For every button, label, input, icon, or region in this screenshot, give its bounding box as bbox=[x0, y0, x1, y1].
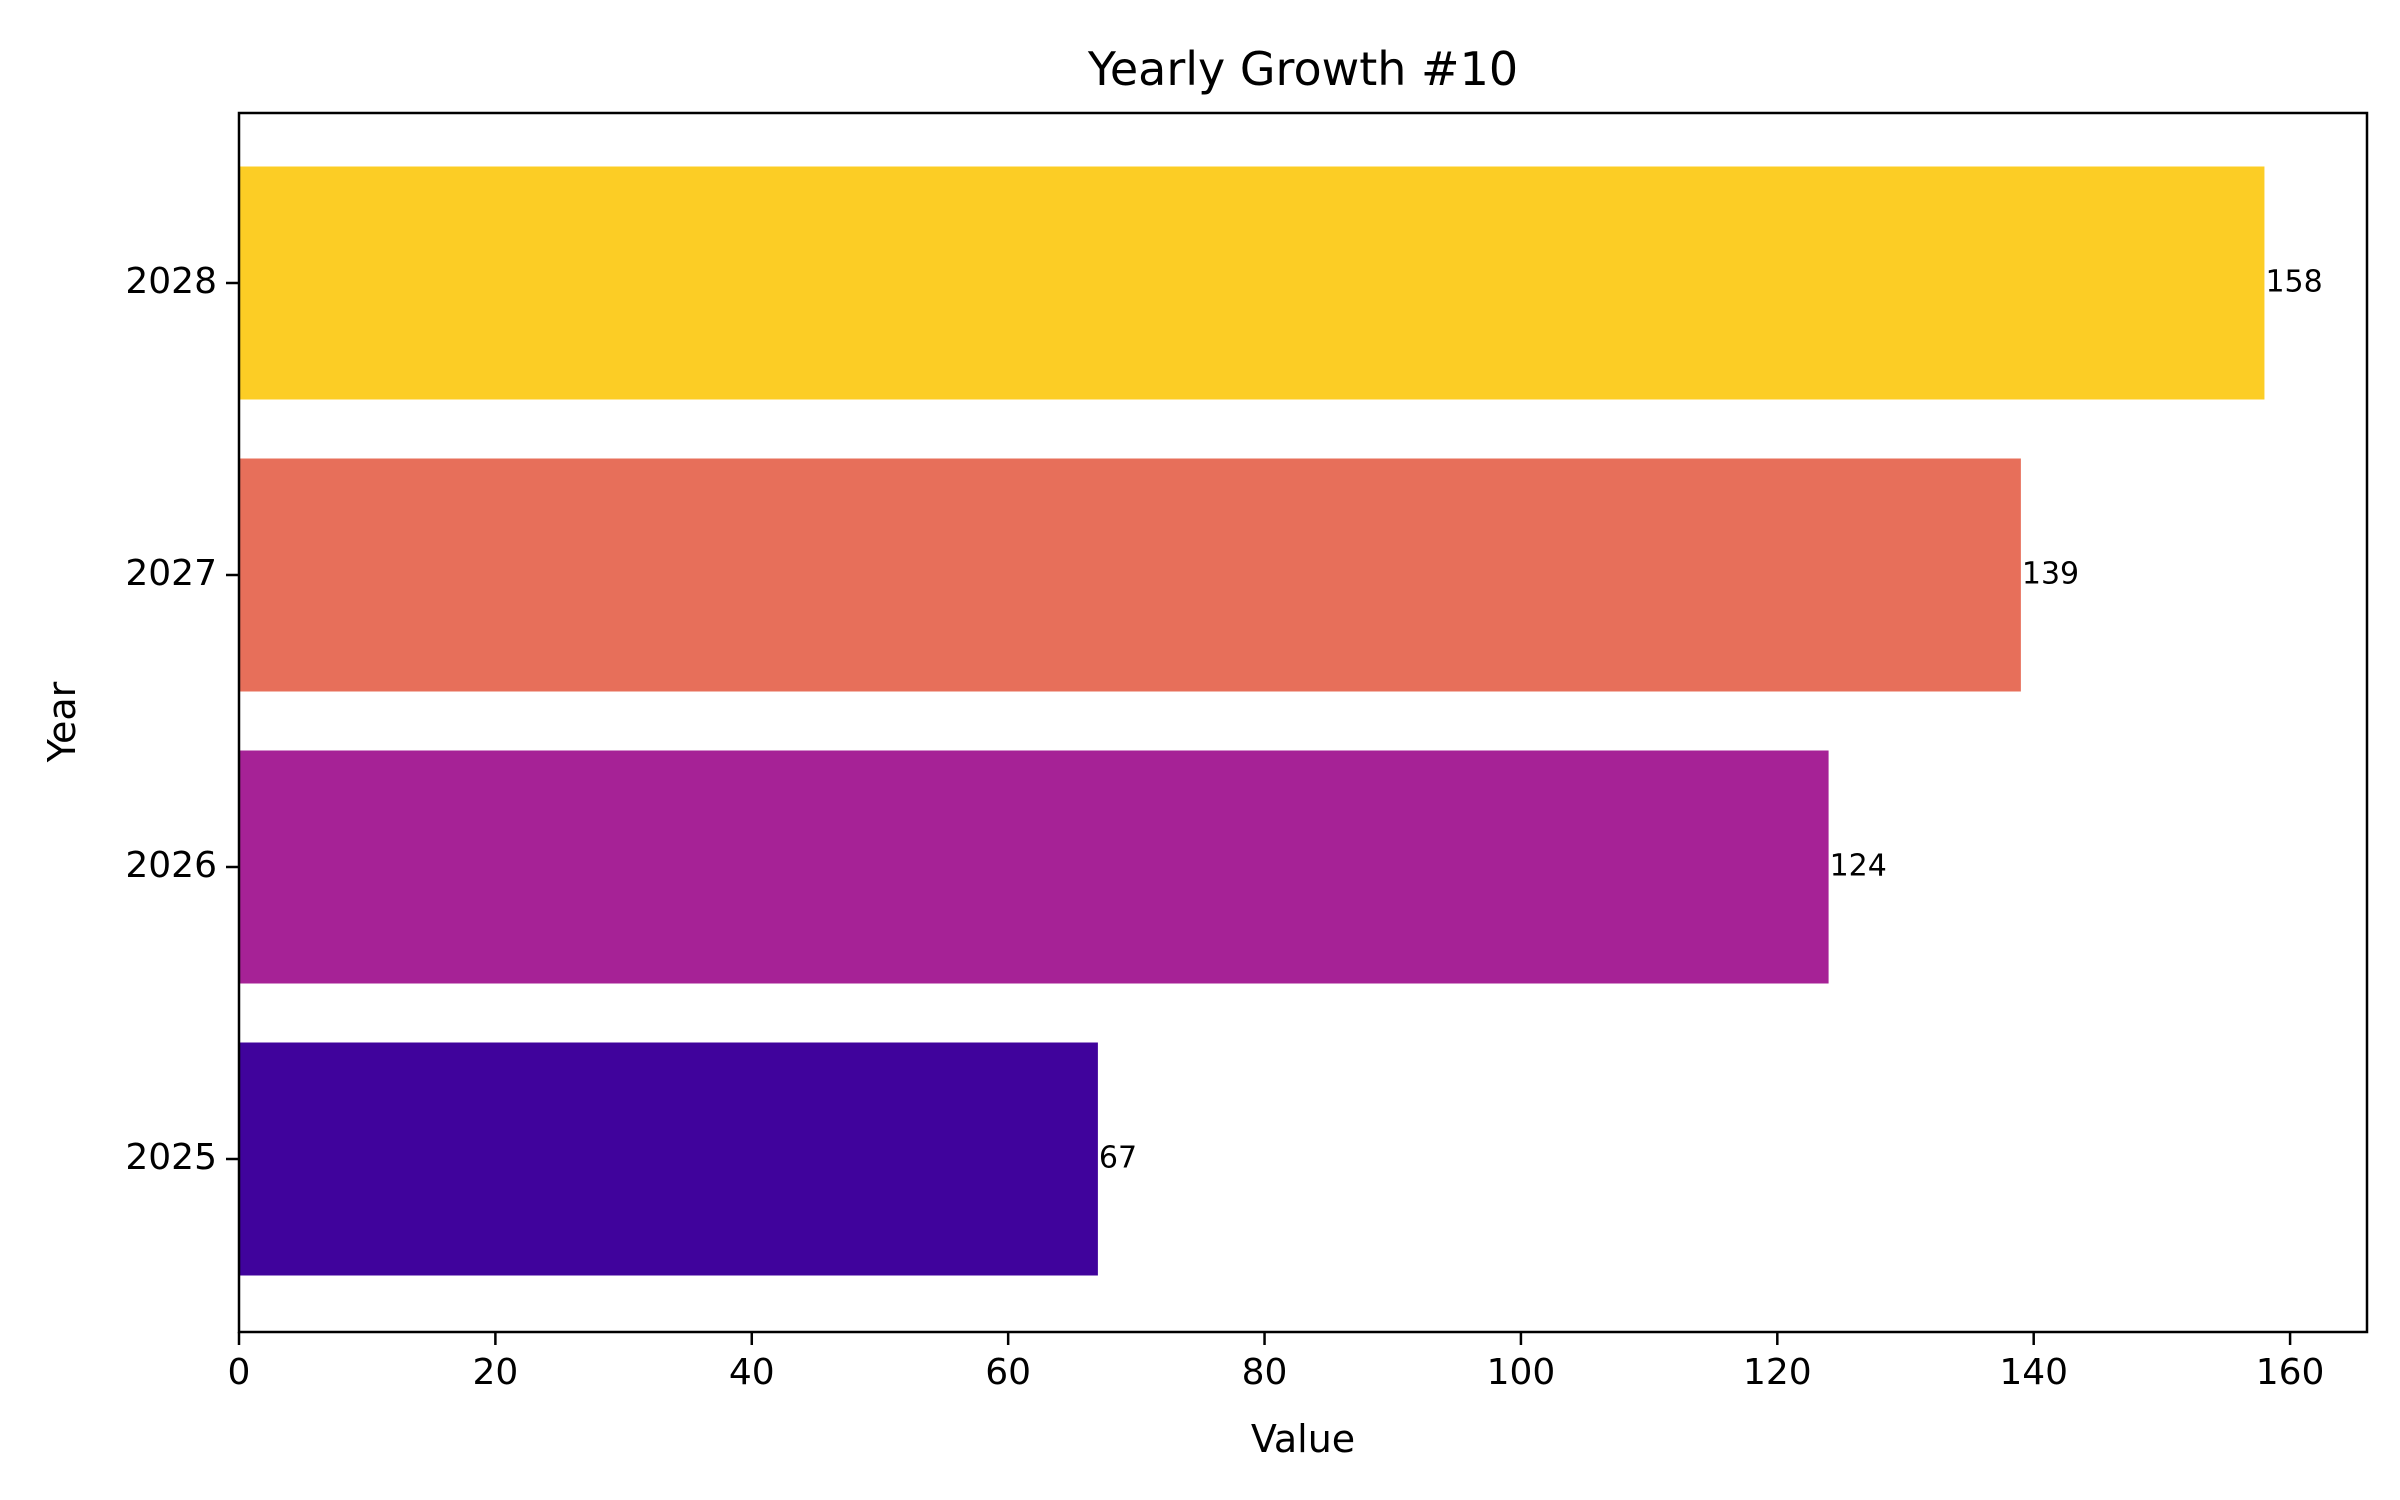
y-axis: 2025 2026 2027 2028 bbox=[125, 261, 239, 1178]
bar-2025 bbox=[239, 1042, 1098, 1276]
y-tick-label-2028: 2028 bbox=[125, 261, 217, 302]
x-tick-label-140: 140 bbox=[1999, 1352, 2068, 1393]
bars-layer bbox=[239, 166, 2265, 1276]
x-tick-label-120: 120 bbox=[1743, 1352, 1812, 1393]
x-tick-label-60: 60 bbox=[985, 1352, 1031, 1393]
chart-title: Yearly Growth #10 bbox=[1087, 42, 1518, 96]
x-tick-label-40: 40 bbox=[729, 1352, 775, 1393]
bar-value-label-2026: 124 bbox=[1830, 849, 1887, 884]
plot-frame bbox=[237, 111, 2369, 1334]
bar-value-label-2027: 139 bbox=[2022, 557, 2079, 592]
x-tick-label-0: 0 bbox=[228, 1352, 251, 1393]
y-tick-label-2025: 2025 bbox=[125, 1137, 217, 1178]
value-labels-layer: 67 124 139 158 bbox=[1099, 265, 2323, 1176]
bar-value-label-2028: 158 bbox=[2265, 265, 2322, 300]
y-tick-label-2026: 2026 bbox=[125, 845, 217, 886]
x-tick-label-20: 20 bbox=[472, 1352, 518, 1393]
bar-value-label-2025: 67 bbox=[1099, 1141, 1137, 1176]
x-tick-label-80: 80 bbox=[1242, 1352, 1288, 1393]
bar-2027 bbox=[239, 458, 2021, 692]
y-axis-title: Year bbox=[40, 681, 84, 763]
x-axis-title: Value bbox=[1251, 1417, 1355, 1461]
y-tick-label-2027: 2027 bbox=[125, 553, 217, 594]
x-tick-label-100: 100 bbox=[1487, 1352, 1556, 1393]
x-axis: 0 20 40 60 80 100 120 140 160 bbox=[228, 1332, 2325, 1393]
x-tick-label-160: 160 bbox=[2256, 1352, 2325, 1393]
bar-2026 bbox=[239, 750, 1829, 984]
bar-2028 bbox=[239, 166, 2265, 400]
